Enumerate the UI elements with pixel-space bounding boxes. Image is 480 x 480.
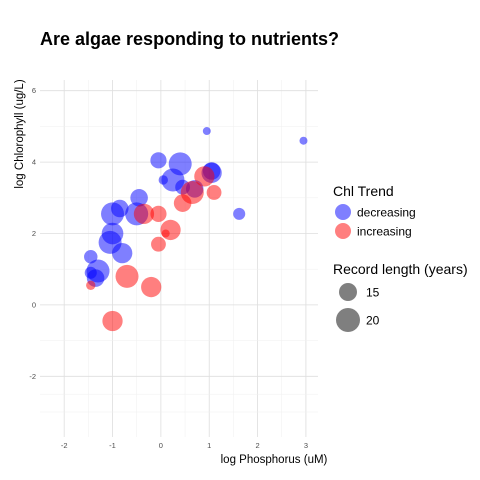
chart-title: Are algae responding to nutrients?	[40, 29, 339, 49]
point-increasing	[102, 310, 123, 332]
size-legend-key-20	[336, 308, 360, 332]
x-ticks: -2 -1 0 1 2 3	[61, 441, 308, 450]
x-tick-label: -1	[109, 441, 116, 450]
x-tick-label: -2	[61, 441, 68, 450]
point-decreasing	[112, 243, 133, 264]
size-legend-label-20: 20	[366, 314, 380, 328]
point-decreasing	[299, 136, 308, 145]
point-increasing	[206, 185, 222, 200]
point-increasing	[115, 264, 139, 288]
y-tick-label: 0	[32, 300, 36, 309]
legend-key-decreasing	[335, 204, 351, 220]
legend: Chl Trend decreasing increasing Record le…	[333, 183, 468, 332]
x-tick-label: 0	[159, 441, 163, 450]
point-decreasing	[101, 202, 125, 226]
point-decreasing	[130, 189, 148, 207]
legend-key-increasing	[335, 223, 351, 239]
x-tick-label: 1	[207, 441, 211, 450]
point-increasing	[161, 229, 170, 238]
point-increasing	[86, 280, 96, 290]
point-increasing	[194, 166, 215, 187]
x-axis-label: log Phosphorus (uM)	[221, 454, 328, 466]
legend-label-decreasing: decreasing	[357, 206, 416, 220]
point-increasing	[141, 276, 162, 298]
point-increasing	[133, 203, 155, 225]
point-decreasing	[84, 249, 98, 264]
y-tick-label: 2	[32, 229, 36, 238]
y-tick-label: 4	[32, 158, 36, 167]
point-increasing	[150, 205, 167, 222]
size-legend-title: Record length (years)	[333, 261, 468, 277]
color-legend-title: Chl Trend	[333, 183, 394, 199]
point-decreasing	[84, 266, 97, 279]
x-tick-label: 2	[255, 441, 259, 450]
point-decreasing	[233, 207, 246, 220]
grid	[40, 80, 318, 437]
size-legend-key-15	[339, 283, 357, 301]
x-tick-label: 3	[304, 441, 308, 450]
y-tick-label: -2	[29, 372, 36, 381]
size-legend-label-15: 15	[366, 286, 380, 300]
legend-label-increasing: increasing	[357, 225, 412, 239]
color-legend-items: decreasing increasing	[335, 204, 416, 239]
point-increasing	[173, 194, 192, 212]
point-decreasing	[150, 152, 167, 169]
point-increasing	[151, 236, 166, 252]
points	[84, 127, 308, 332]
point-decreasing	[202, 127, 211, 136]
point-increasing	[160, 219, 181, 241]
y-tick-label: 6	[32, 86, 36, 95]
y-axis-label: log Chlorophyll (ug/L)	[14, 79, 26, 188]
point-decreasing	[168, 152, 192, 176]
y-ticks: -2 0 2 4 6	[29, 86, 36, 381]
